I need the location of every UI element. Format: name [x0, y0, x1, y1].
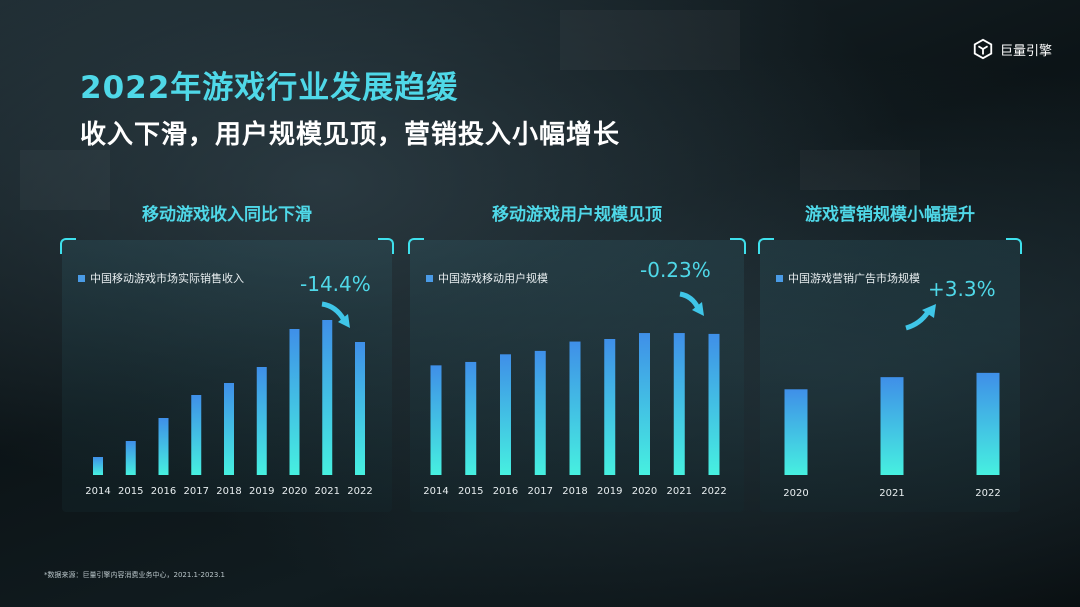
trend-up-arrow-icon [905, 304, 936, 331]
chart-title-users: 移动游戏用户规模见顶 [492, 205, 662, 225]
bar [93, 457, 103, 475]
x-tick-label: 2020 [282, 486, 307, 497]
x-tick-label: 2017 [184, 486, 209, 497]
trend-down-arrow-icon [321, 301, 350, 328]
x-tick-label: 2020 [632, 486, 657, 497]
change-label-revenue: -14.4% [300, 272, 371, 296]
x-tick-label: 2020 [783, 488, 808, 499]
bar [355, 342, 365, 475]
x-tick-label: 2018 [562, 486, 587, 497]
bar [158, 418, 169, 475]
corner-bracket [378, 238, 394, 254]
bar [430, 365, 442, 475]
corner-bracket [408, 238, 424, 254]
x-tick-label: 2015 [458, 486, 483, 497]
corner-bracket [1006, 238, 1022, 254]
corner-bracket [60, 238, 76, 254]
bar [976, 372, 1000, 475]
bar [322, 320, 333, 475]
corner-bracket [758, 238, 774, 254]
x-tick-label: 2019 [597, 486, 622, 497]
bar [708, 333, 720, 475]
x-tick-label: 2019 [249, 486, 274, 497]
bar [604, 339, 616, 475]
legend-swatch [426, 274, 433, 282]
bar [784, 389, 808, 475]
x-tick-label: 2014 [85, 486, 110, 497]
page-title: 2022年游戏行业发展趋缓 [80, 70, 459, 106]
bar [500, 354, 511, 475]
legend-swatch [776, 274, 783, 282]
chart-title-marketing: 游戏营销规模小幅提升 [805, 205, 975, 225]
x-tick-label: 2016 [493, 486, 518, 497]
chart-title-revenue: 移动游戏收入同比下滑 [142, 205, 312, 225]
change-label-marketing: +3.3% [928, 277, 996, 301]
corner-bracket [730, 238, 746, 254]
legend: 中国游戏移动用户规模 [426, 270, 548, 286]
x-tick-label: 2017 [528, 486, 553, 497]
change-label-users: -0.23% [640, 258, 711, 282]
x-tick-label: 2016 [151, 486, 176, 497]
bar [673, 333, 685, 475]
x-tick-label: 2015 [118, 486, 143, 497]
x-tick-label: 2021 [315, 486, 340, 497]
x-tick-label: 2021 [667, 486, 692, 497]
bar [880, 377, 904, 475]
x-tick-label: 2018 [216, 486, 241, 497]
legend-label: 中国游戏移动用户规模 [438, 272, 548, 285]
bar [534, 350, 546, 475]
legend: 中国游戏营销广告市场规模 [776, 270, 920, 286]
bar [125, 441, 136, 475]
logo-text: 巨量引擎 [999, 43, 1052, 59]
x-tick-label: 2014 [423, 486, 448, 497]
legend-swatch [78, 274, 85, 282]
data-source-note: *数据来源：巨量引擎内容消费业务中心，2021.1-2023.1 [44, 571, 226, 579]
bar [191, 395, 202, 475]
bar [569, 341, 581, 475]
bar [289, 329, 300, 475]
page-subtitle: 收入下滑，用户规模见顶，营销投入小幅增长 [80, 120, 621, 150]
x-tick-label: 2022 [975, 488, 1000, 499]
bar [256, 367, 267, 475]
legend-label: 中国移动游戏市场实际销售收入 [90, 272, 244, 285]
x-tick-label: 2022 [701, 486, 726, 497]
x-tick-label: 2021 [879, 488, 904, 499]
bar [465, 361, 477, 475]
x-tick-label: 2022 [347, 486, 372, 497]
legend-label: 中国游戏营销广告市场规模 [788, 272, 920, 285]
legend: 中国移动游戏市场实际销售收入 [78, 270, 244, 286]
brand-logo: 巨量引擎 [972, 38, 1052, 60]
logo-icon [973, 38, 993, 60]
bar [639, 333, 650, 475]
trend-down-arrow-icon [679, 291, 704, 316]
bar [224, 383, 234, 475]
